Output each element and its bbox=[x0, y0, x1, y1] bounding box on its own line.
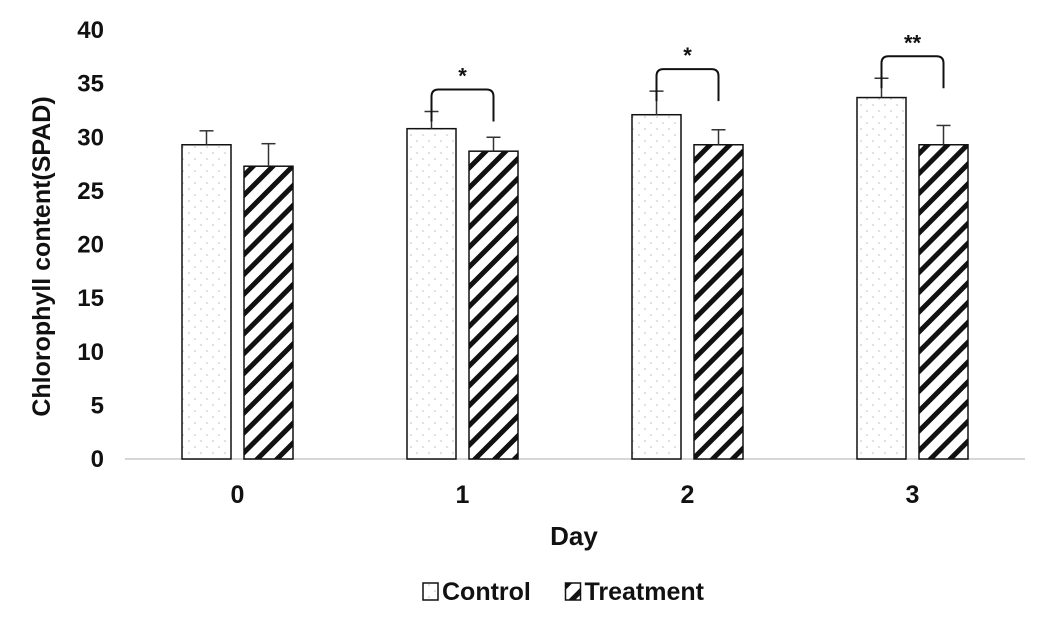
significance-label-day-1: * bbox=[458, 64, 467, 89]
y-tick-label: 35 bbox=[77, 71, 104, 98]
significance-bracket-day-2 bbox=[655, 68, 720, 102]
significance-label-day-2: * bbox=[683, 43, 692, 68]
x-tick-label: 2 bbox=[681, 481, 695, 509]
bar-control-day-2 bbox=[631, 113, 682, 460]
legend-label-control: Control bbox=[442, 578, 531, 606]
bar-treatment-day-0 bbox=[243, 165, 294, 460]
significance-label-day-3: ** bbox=[904, 30, 922, 55]
bar-treatment-day-3 bbox=[918, 144, 969, 460]
y-tick-label: 30 bbox=[77, 124, 104, 151]
legend-swatch-treatment bbox=[564, 582, 582, 601]
bar-treatment-day-1 bbox=[468, 150, 519, 460]
x-axis-title: Day bbox=[550, 521, 598, 551]
y-axis-title: Chlorophyll content(SPAD) bbox=[28, 96, 56, 416]
bar-control-day-0 bbox=[181, 144, 232, 460]
bar-control-day-1 bbox=[406, 127, 457, 460]
significance-bracket-day-3 bbox=[880, 55, 945, 89]
bar-treatment-day-2 bbox=[693, 144, 744, 460]
significance-bracket-day-1 bbox=[430, 88, 495, 122]
legend-swatch-control bbox=[422, 582, 439, 601]
legend: Control Treatment bbox=[422, 578, 705, 606]
y-tick-label: 40 bbox=[77, 17, 104, 44]
y-tick-label: 0 bbox=[91, 446, 104, 473]
x-tick-label: 1 bbox=[456, 481, 470, 509]
bar-control-day-3 bbox=[856, 96, 907, 460]
legend-label-treatment: Treatment bbox=[585, 578, 705, 606]
bars-layer bbox=[181, 77, 969, 460]
x-tick-label: 0 bbox=[231, 481, 245, 509]
y-tick-label: 5 bbox=[91, 392, 104, 419]
y-tick-label: 20 bbox=[77, 232, 104, 259]
y-tick-label: 25 bbox=[77, 178, 104, 205]
x-tick-label: 3 bbox=[906, 481, 920, 509]
y-tick-label: 15 bbox=[77, 285, 104, 312]
y-tick-label: 10 bbox=[77, 339, 104, 366]
